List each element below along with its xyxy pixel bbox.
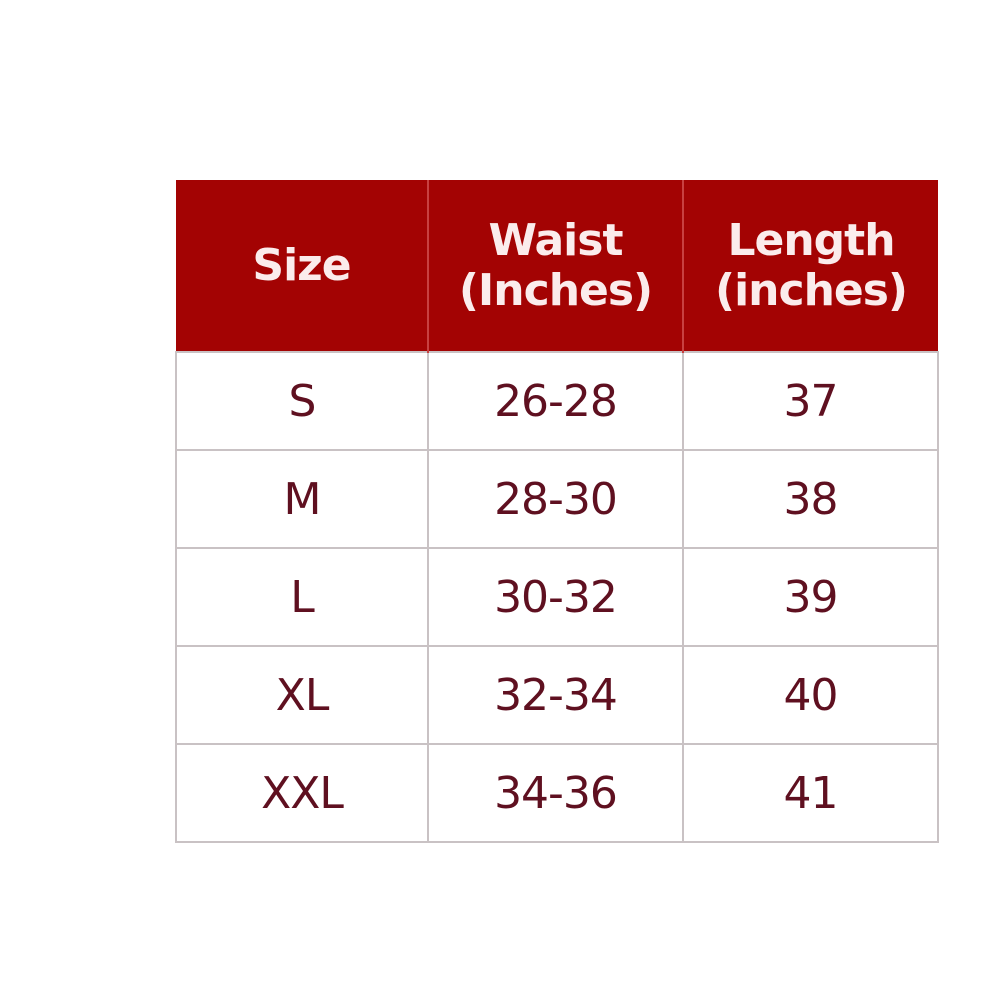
header-waist-unit: (Inches) xyxy=(458,264,653,316)
length-cell: 37 xyxy=(682,351,939,451)
size-cell: XXL xyxy=(175,743,429,843)
waist-cell: 30-32 xyxy=(427,547,684,647)
header-length-label: Length xyxy=(727,214,895,266)
waist-cell: 34-36 xyxy=(427,743,684,843)
table-row: S 26-28 37 xyxy=(175,351,939,451)
size-cell: S xyxy=(175,351,429,451)
header-length-unit: (inches) xyxy=(714,264,908,316)
length-cell: 41 xyxy=(682,743,939,843)
header-length: Length (inches) xyxy=(683,180,938,352)
header-waist-label: Waist xyxy=(488,214,624,266)
header-row: Size Waist (Inches) Length (inches) xyxy=(176,180,938,352)
header-size-label: Size xyxy=(252,239,351,291)
table-row: L 30-32 39 xyxy=(175,547,939,647)
table-row: M 28-30 38 xyxy=(175,449,939,549)
length-cell: 38 xyxy=(682,449,939,549)
size-cell: XL xyxy=(175,645,429,745)
waist-cell: 26-28 xyxy=(427,351,684,451)
header-waist: Waist (Inches) xyxy=(428,180,684,352)
table-row: XXL 34-36 41 xyxy=(175,743,939,843)
length-cell: 39 xyxy=(682,547,939,647)
table-row: XL 32-34 40 xyxy=(175,645,939,745)
length-cell: 40 xyxy=(682,645,939,745)
size-chart-table: Size Waist (Inches) Length (inches) S 26-28… xyxy=(175,180,939,843)
waist-cell: 28-30 xyxy=(427,449,684,549)
header-size: Size xyxy=(176,180,429,352)
size-cell: M xyxy=(175,449,429,549)
size-cell: L xyxy=(175,547,429,647)
waist-cell: 32-34 xyxy=(427,645,684,745)
